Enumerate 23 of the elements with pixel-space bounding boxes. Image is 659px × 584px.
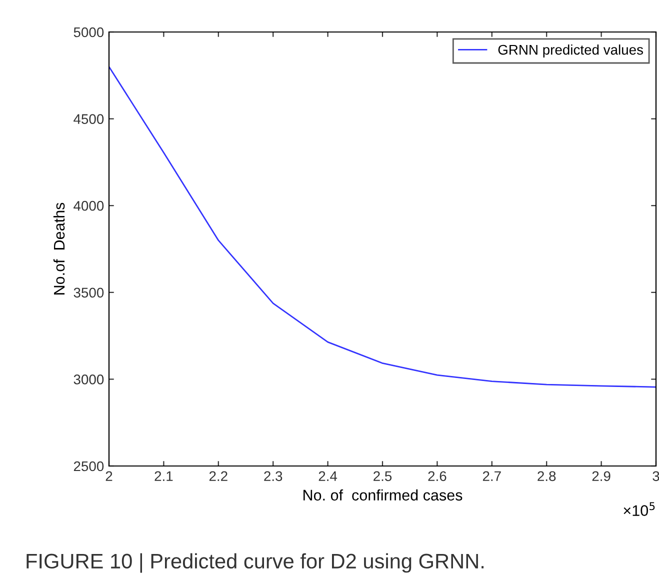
x-tick-label: 2.1 (154, 471, 173, 481)
x-axis-title: No. of confirmed cases (304, 489, 462, 501)
x-tick-label: 2.6 (428, 471, 446, 482)
y-axis-title: No.of Deaths (53, 202, 65, 294)
y-tick-label: 5000 (74, 27, 104, 38)
y-tick-label: 4000 (74, 200, 104, 211)
text: ×10$^{5}$ (624, 502, 655, 516)
x-tick-label: 2.2 (209, 471, 228, 481)
x-tick-label: 2.8 (538, 471, 556, 482)
x-tick-label: 2.7 (482, 471, 501, 481)
x-tick-label: 3 (652, 471, 659, 482)
y-tick-label: 3000 (74, 374, 104, 384)
x-tick-label: 2.4 (318, 471, 338, 481)
line-series (109, 66, 656, 388)
legend-label: GRNN predicted values (498, 44, 644, 58)
y-tick-label: 3500 (74, 288, 104, 298)
x-tick-label: 2.3 (264, 471, 282, 482)
x-tick-label: 2.5 (374, 471, 392, 482)
x-tick-label: 2 (106, 471, 112, 481)
caption: FIGURE 10 | Predicted curve for D2 using GRNN. (26, 553, 484, 573)
x-tick-label: 2.9 (592, 471, 610, 482)
y-tick-label: 4500 (74, 114, 104, 124)
y-tick-label: 2500 (74, 461, 104, 472)
